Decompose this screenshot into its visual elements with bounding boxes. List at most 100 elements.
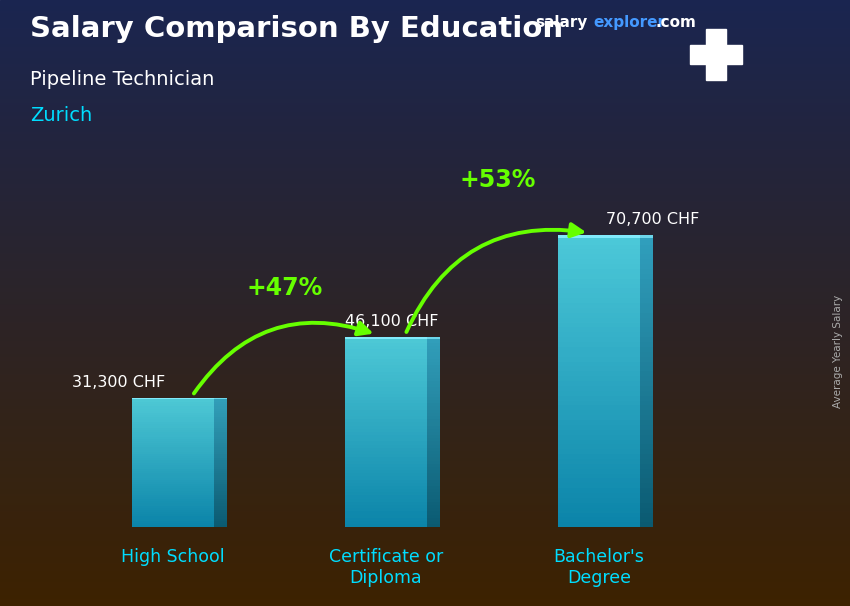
Bar [427,413,440,416]
Bar [133,501,213,504]
Bar [427,353,440,356]
Bar [133,499,213,501]
Bar [0,109,850,112]
Bar [345,343,427,346]
Bar [558,240,639,245]
Bar [213,504,227,505]
Bar [0,468,850,471]
Bar [558,430,639,435]
Bar [345,381,427,384]
Bar [133,510,213,512]
Bar [639,376,653,381]
Bar [213,523,227,525]
Bar [0,402,850,405]
Bar [0,379,850,381]
Bar [0,14,850,16]
Bar [0,92,850,95]
Bar [345,454,427,458]
Bar [639,367,653,371]
Bar [0,185,850,187]
Bar [345,397,427,400]
Bar [0,78,850,81]
Bar [133,456,213,458]
Bar [0,139,850,142]
Bar [213,428,227,430]
Bar [0,478,850,481]
Bar [0,339,850,341]
Bar [345,505,427,508]
Bar [427,416,440,419]
Bar [345,425,427,428]
Bar [558,522,639,527]
Bar [0,381,850,384]
Bar [0,16,850,19]
Text: explorer: explorer [593,15,666,30]
Bar [0,178,850,180]
Bar [639,488,653,493]
Bar [133,424,213,426]
Bar [0,175,850,178]
Bar [0,52,850,55]
Bar [133,454,213,456]
Bar [0,391,850,393]
Bar [0,601,850,604]
Bar [133,462,213,465]
Bar [0,348,850,350]
Bar [427,473,440,476]
Bar [427,489,440,492]
Bar [427,496,440,499]
Text: +47%: +47% [246,276,322,300]
Bar [639,318,653,322]
Bar [0,454,850,457]
Bar [427,492,440,496]
Bar [345,394,427,397]
Bar [0,566,850,568]
Bar [0,410,850,412]
Bar [0,415,850,417]
Bar [0,511,850,514]
Bar [639,454,653,459]
Bar [558,508,639,513]
Bar [213,422,227,424]
Bar [639,381,653,386]
Bar [0,604,850,606]
Bar [0,85,850,88]
Bar [213,443,227,445]
Bar [558,313,639,318]
Bar [558,493,639,498]
Bar [427,425,440,428]
Bar [639,303,653,308]
Bar [345,448,427,451]
Bar [558,381,639,386]
Bar [345,464,427,467]
Bar [0,578,850,580]
Bar [0,488,850,490]
Bar [0,133,850,135]
Bar [0,554,850,556]
Bar [558,347,639,352]
Bar [558,279,639,284]
Bar [133,521,213,523]
Bar [639,352,653,357]
Bar [0,594,850,596]
Bar [133,497,213,499]
Bar [133,402,213,404]
Bar [558,396,639,401]
Bar [0,310,850,313]
Bar [0,130,850,133]
Bar [0,149,850,152]
Bar [558,479,639,484]
Bar [639,439,653,444]
Bar [0,71,850,73]
Bar [345,340,427,343]
Bar [0,371,850,374]
Bar [133,473,213,476]
Bar [0,398,850,400]
Bar [558,469,639,474]
Bar [0,95,850,97]
Bar [0,412,850,415]
Bar [213,435,227,436]
Bar [0,156,850,159]
Bar [345,445,427,448]
Bar [427,336,440,339]
